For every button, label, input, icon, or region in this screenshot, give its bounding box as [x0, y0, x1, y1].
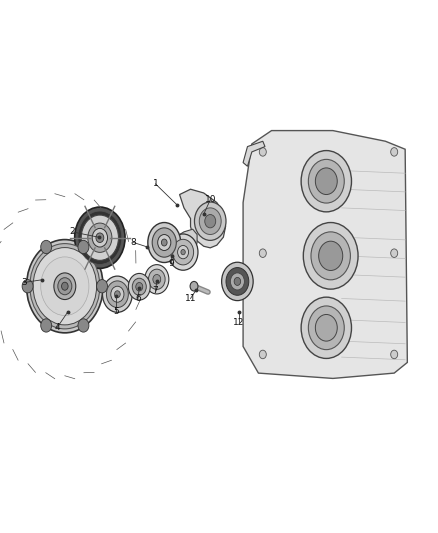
Polygon shape	[180, 189, 226, 248]
Text: 7: 7	[152, 286, 159, 295]
Text: 8: 8	[131, 238, 137, 247]
Ellipse shape	[102, 276, 132, 312]
Circle shape	[259, 350, 266, 359]
Ellipse shape	[81, 215, 118, 260]
Ellipse shape	[152, 228, 176, 257]
Polygon shape	[171, 229, 197, 259]
Ellipse shape	[194, 202, 226, 240]
Ellipse shape	[61, 282, 68, 290]
Ellipse shape	[199, 208, 221, 235]
Ellipse shape	[311, 232, 350, 280]
Polygon shape	[243, 141, 265, 166]
Ellipse shape	[315, 168, 337, 195]
Ellipse shape	[315, 314, 337, 341]
Ellipse shape	[30, 244, 100, 329]
Ellipse shape	[22, 279, 33, 293]
Ellipse shape	[148, 269, 165, 289]
Ellipse shape	[74, 207, 125, 268]
Ellipse shape	[33, 247, 96, 325]
Circle shape	[259, 249, 266, 257]
Ellipse shape	[145, 265, 169, 294]
Ellipse shape	[303, 223, 358, 289]
Ellipse shape	[41, 240, 52, 254]
Text: 9: 9	[168, 260, 174, 268]
Ellipse shape	[78, 319, 89, 332]
Ellipse shape	[181, 249, 185, 255]
Ellipse shape	[41, 319, 52, 332]
Text: 12: 12	[233, 318, 244, 327]
Text: 10: 10	[205, 196, 216, 204]
Text: 4: 4	[54, 324, 60, 332]
Circle shape	[391, 249, 398, 257]
Ellipse shape	[318, 241, 343, 271]
Ellipse shape	[148, 223, 180, 263]
Ellipse shape	[226, 268, 249, 295]
Ellipse shape	[41, 257, 89, 316]
Circle shape	[259, 148, 266, 156]
Ellipse shape	[58, 278, 72, 295]
Ellipse shape	[96, 279, 107, 293]
Text: 5: 5	[113, 308, 119, 316]
Ellipse shape	[173, 239, 194, 265]
Ellipse shape	[88, 223, 112, 253]
Ellipse shape	[308, 159, 344, 203]
Ellipse shape	[301, 297, 351, 358]
Ellipse shape	[153, 274, 161, 284]
Ellipse shape	[234, 277, 241, 286]
Text: 1: 1	[152, 180, 159, 188]
Ellipse shape	[96, 233, 104, 243]
Ellipse shape	[27, 239, 103, 333]
Ellipse shape	[78, 240, 89, 254]
Text: 11: 11	[185, 294, 196, 303]
Ellipse shape	[222, 262, 253, 301]
Ellipse shape	[190, 281, 198, 291]
Ellipse shape	[230, 273, 244, 290]
Text: 6: 6	[135, 294, 141, 303]
Ellipse shape	[128, 273, 150, 300]
Ellipse shape	[136, 282, 143, 291]
Ellipse shape	[54, 273, 76, 300]
Ellipse shape	[301, 150, 351, 212]
Ellipse shape	[78, 211, 122, 264]
Ellipse shape	[158, 235, 171, 251]
Ellipse shape	[178, 245, 188, 259]
Ellipse shape	[92, 228, 108, 247]
Ellipse shape	[111, 286, 124, 302]
Circle shape	[391, 350, 398, 359]
Polygon shape	[226, 265, 251, 297]
Text: 3: 3	[21, 278, 27, 287]
Ellipse shape	[106, 281, 128, 308]
Ellipse shape	[132, 278, 146, 295]
Polygon shape	[243, 131, 407, 378]
Ellipse shape	[205, 214, 215, 228]
Ellipse shape	[308, 306, 344, 350]
Ellipse shape	[115, 291, 120, 297]
Circle shape	[391, 148, 398, 156]
Ellipse shape	[168, 234, 198, 270]
Text: 2: 2	[70, 228, 75, 236]
Ellipse shape	[161, 239, 167, 246]
